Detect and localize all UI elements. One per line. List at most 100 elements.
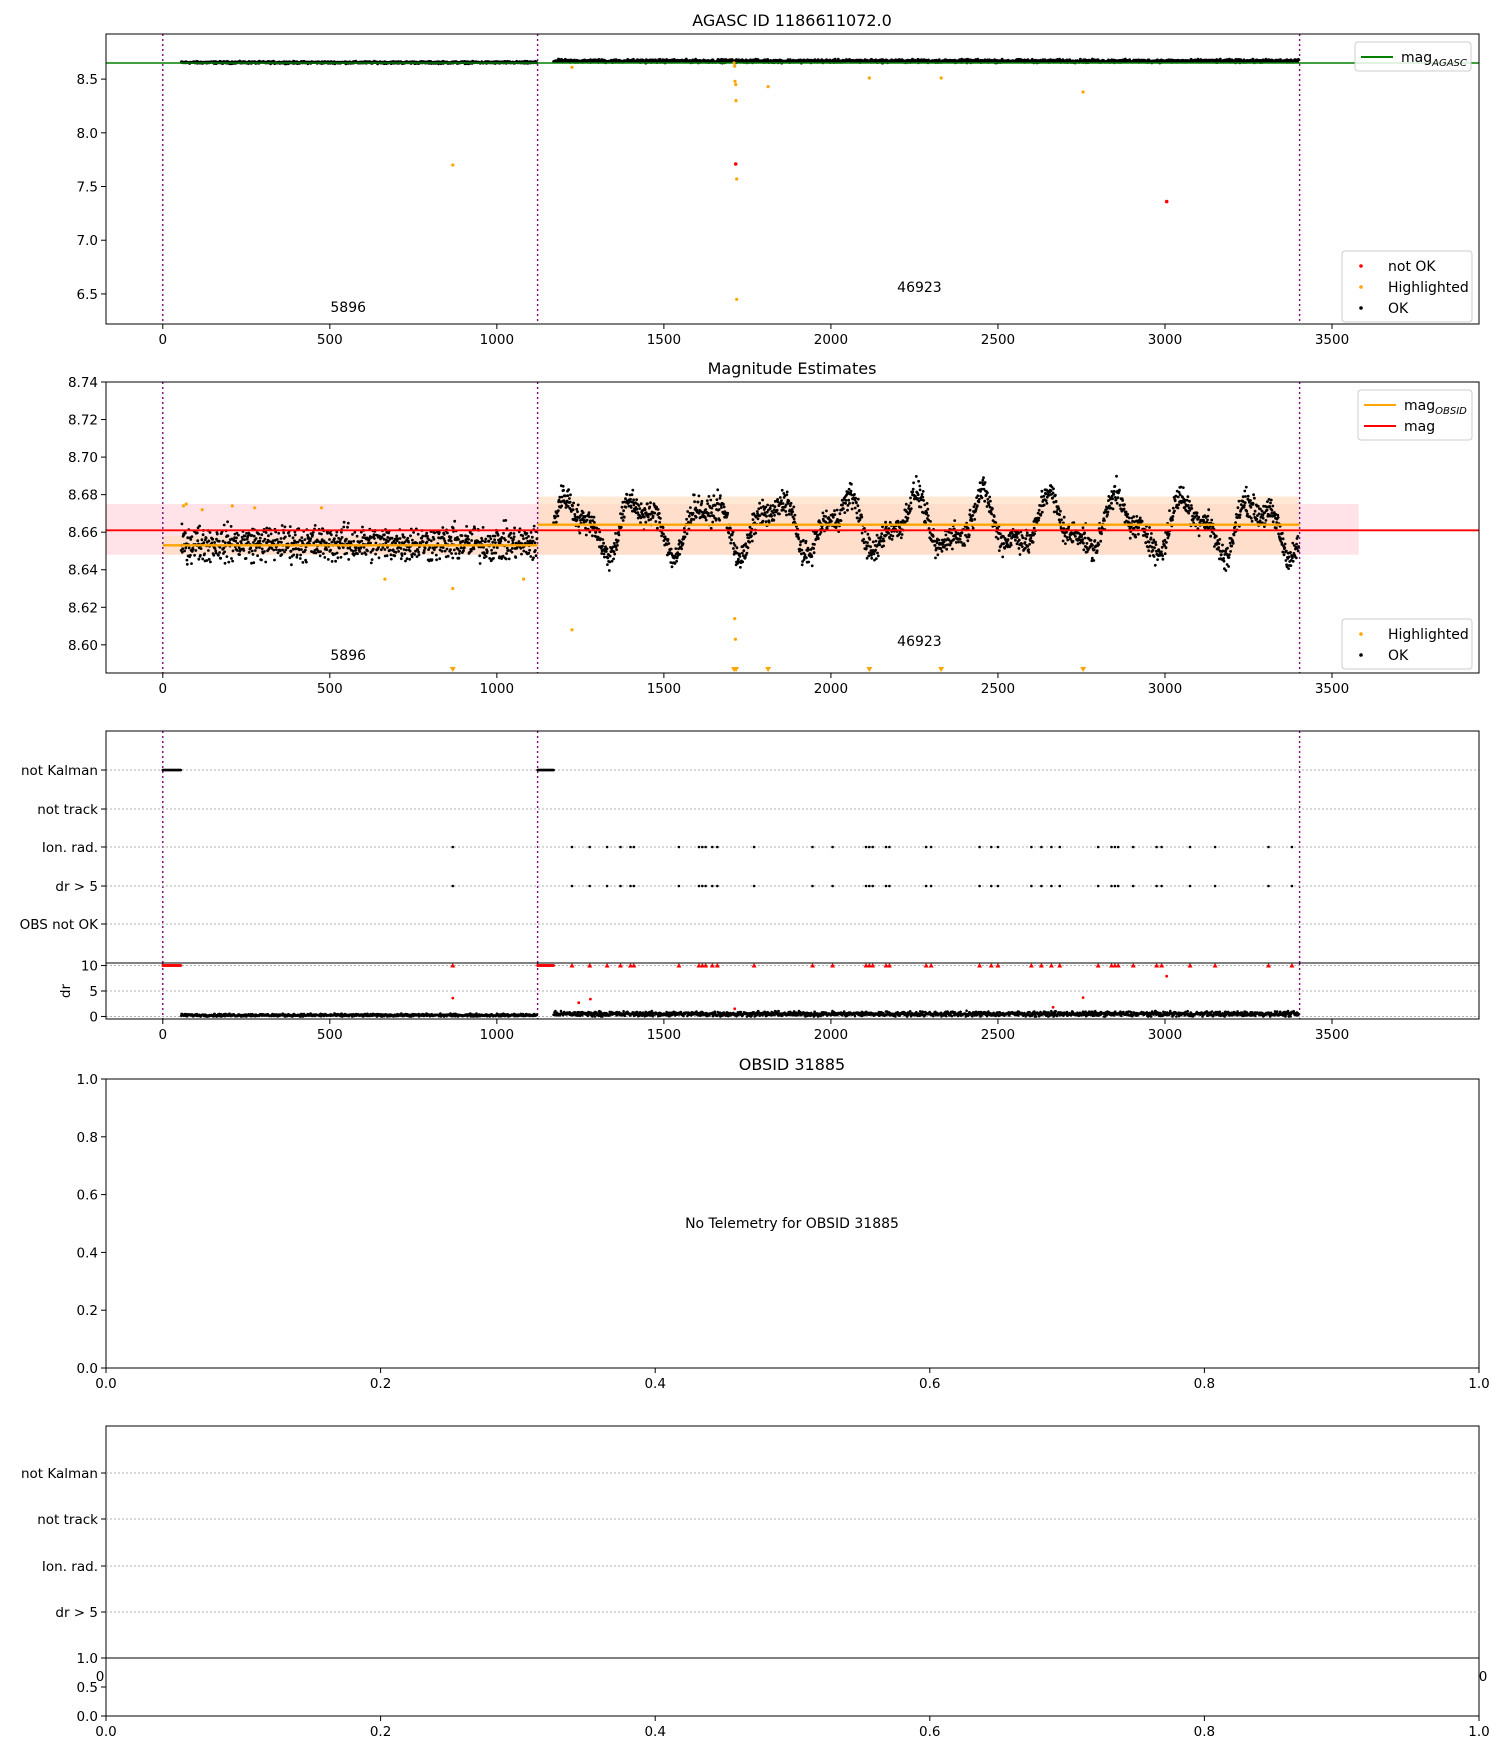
ok-point bbox=[283, 535, 287, 539]
ok-point bbox=[992, 515, 996, 518]
ok-point bbox=[778, 496, 782, 499]
ok-point bbox=[481, 526, 485, 529]
ok-point bbox=[388, 548, 392, 552]
ok-point bbox=[670, 565, 674, 569]
ok-point bbox=[669, 547, 673, 551]
ok-point bbox=[509, 531, 513, 535]
ok-point bbox=[351, 533, 354, 536]
ok-point bbox=[225, 555, 229, 558]
ok-point bbox=[512, 538, 515, 541]
ok-point bbox=[569, 493, 572, 497]
ok-point bbox=[338, 546, 341, 550]
ok-point bbox=[352, 539, 356, 543]
ok-point bbox=[494, 551, 498, 555]
ok-point bbox=[336, 556, 340, 560]
ok-point bbox=[790, 508, 794, 511]
ok-point bbox=[251, 553, 255, 556]
ok-point bbox=[914, 475, 918, 478]
ok-point bbox=[909, 507, 913, 510]
ok-point bbox=[850, 482, 853, 486]
ok-point bbox=[612, 557, 615, 561]
ok-point bbox=[451, 556, 455, 560]
ok-point bbox=[525, 532, 529, 535]
ok-point bbox=[850, 507, 854, 511]
ok-point bbox=[884, 520, 887, 524]
ok-point bbox=[329, 548, 332, 552]
ok-point bbox=[716, 488, 720, 492]
ok-point bbox=[333, 537, 336, 541]
ok-point bbox=[457, 556, 461, 560]
ok-point bbox=[792, 505, 796, 509]
ok-point bbox=[656, 526, 659, 530]
ok-point bbox=[209, 560, 212, 564]
ok-point bbox=[417, 553, 421, 557]
ok-point bbox=[353, 530, 357, 534]
ok-point bbox=[347, 558, 351, 561]
ok-point bbox=[831, 515, 835, 519]
ok-point bbox=[189, 553, 192, 557]
ok-point bbox=[275, 548, 278, 551]
ok-point bbox=[966, 527, 970, 530]
ok-point bbox=[377, 556, 381, 560]
ok-point bbox=[621, 512, 624, 516]
ok-point bbox=[714, 518, 718, 522]
ok-point bbox=[916, 497, 920, 500]
ok-point bbox=[1001, 555, 1005, 559]
ok-point bbox=[292, 553, 296, 557]
ok-point bbox=[740, 551, 744, 555]
ok-point bbox=[566, 494, 570, 497]
ok-point bbox=[853, 506, 857, 510]
ok-point bbox=[505, 552, 508, 555]
ok-point bbox=[492, 556, 495, 560]
ok-point bbox=[990, 512, 993, 516]
ok-point bbox=[275, 538, 279, 541]
ok-point bbox=[858, 509, 861, 512]
ok-point bbox=[346, 521, 350, 525]
ok-point bbox=[667, 542, 671, 545]
ok-point bbox=[300, 536, 304, 539]
ok-point bbox=[450, 552, 453, 555]
ok-point bbox=[405, 557, 409, 561]
ok-point bbox=[710, 511, 713, 515]
ok-point bbox=[971, 514, 975, 517]
ok-point bbox=[256, 554, 259, 558]
not-ok-point bbox=[733, 162, 738, 166]
ok-point bbox=[607, 569, 611, 572]
ok-point bbox=[835, 508, 839, 512]
ok-point bbox=[999, 532, 1002, 536]
ok-point bbox=[449, 535, 453, 539]
ok-point bbox=[529, 555, 533, 558]
ok-point bbox=[567, 488, 570, 492]
ok-point bbox=[361, 525, 364, 529]
ok-point bbox=[707, 512, 710, 515]
ok-point bbox=[319, 550, 322, 553]
ok-point bbox=[369, 541, 372, 545]
ok-point bbox=[360, 552, 364, 555]
ok-point bbox=[642, 515, 646, 519]
ok-point bbox=[300, 548, 303, 551]
ok-point bbox=[738, 555, 742, 558]
highlighted-point bbox=[1081, 90, 1085, 94]
ok-point bbox=[637, 504, 641, 507]
ok-point bbox=[616, 544, 619, 547]
ok-point bbox=[572, 501, 575, 505]
ok-point bbox=[710, 506, 714, 510]
ok-point bbox=[181, 547, 185, 551]
ok-point bbox=[199, 547, 203, 550]
ok-point bbox=[280, 540, 283, 544]
ok-point bbox=[662, 532, 665, 536]
ok-point bbox=[299, 553, 302, 557]
ok-point bbox=[944, 533, 948, 537]
ok-point bbox=[493, 534, 497, 538]
ok-point bbox=[970, 519, 974, 522]
ok-point bbox=[765, 514, 768, 518]
ok-point bbox=[280, 553, 284, 556]
ok-point bbox=[444, 541, 447, 545]
ok-point bbox=[255, 546, 258, 550]
y-tick-label: 7.5 bbox=[77, 180, 98, 196]
ok-point bbox=[265, 526, 269, 530]
ok-point bbox=[1018, 553, 1022, 556]
ok-point bbox=[1026, 545, 1030, 548]
ok-point bbox=[254, 537, 258, 540]
ok-point bbox=[568, 500, 572, 504]
